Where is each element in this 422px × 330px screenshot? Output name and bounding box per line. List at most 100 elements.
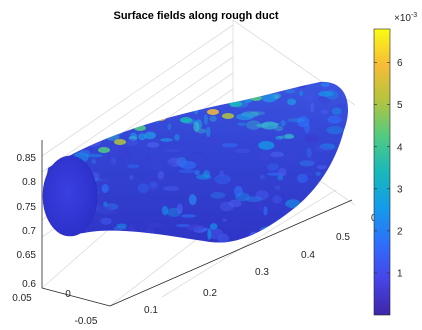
- surface-patch: [91, 158, 97, 165]
- surface-patch: [304, 171, 313, 177]
- surface-patch: [51, 113, 63, 122]
- surface-patch: [319, 201, 326, 207]
- surface-patch: [122, 117, 137, 122]
- surface-patch: [331, 223, 342, 227]
- surface-patch: [237, 122, 247, 126]
- surface-patch: [148, 181, 159, 191]
- surface-patch: [157, 170, 165, 180]
- surface-patch: [311, 231, 321, 242]
- surface-patch: [323, 233, 329, 243]
- colorbar-ticks: 1 2 3 4 5 6: [374, 58, 403, 279]
- surface-patch: [320, 109, 329, 115]
- z-tick-label: 0.6: [22, 279, 36, 290]
- surface-patch: [267, 163, 279, 171]
- surface-patch: [156, 81, 175, 85]
- x-tick-label: 0.5: [336, 232, 350, 243]
- surface-patch: [85, 153, 103, 158]
- surface-patch: [284, 133, 294, 139]
- z-tick-label: 0.75: [17, 202, 37, 213]
- surface-patch: [113, 226, 127, 231]
- z-axis: 0.6 0.65 0.7 0.75 0.8 0.85: [17, 153, 37, 290]
- surface-patch: [319, 143, 336, 150]
- surface-patch: [236, 113, 254, 121]
- surface-patch: [110, 156, 117, 165]
- colorbar-gradient: [373, 28, 391, 316]
- chart-title: Surface fields along rough duct: [113, 10, 278, 22]
- surface-patch: [310, 102, 315, 113]
- x-tick-label: 0.1: [144, 305, 158, 316]
- surface-patch: [284, 89, 296, 94]
- colorbar-exponent-power: -3: [411, 12, 417, 19]
- surface-patch: [193, 151, 205, 155]
- surface-patch: [203, 114, 208, 125]
- surface-patch: [195, 128, 207, 134]
- surface-patch: [149, 173, 158, 183]
- surface-patch: [277, 135, 295, 139]
- surface-patch: [144, 131, 157, 140]
- colorbar-tick-label: 4: [397, 142, 403, 153]
- surface-patch: [99, 193, 104, 203]
- surface-patch: [119, 157, 124, 162]
- surface-patch: [307, 195, 321, 201]
- surface-patch: [178, 169, 196, 174]
- duct-surface: [42, 81, 349, 243]
- surface-patch: [193, 121, 200, 132]
- colorbar-tick-label: 1: [397, 268, 403, 279]
- surface-hotspot: [194, 102, 206, 108]
- surface-patch: [109, 146, 127, 155]
- surface-patch: [228, 199, 242, 208]
- surface-patch: [341, 210, 349, 215]
- surface-patch: [137, 183, 149, 194]
- surface-patch: [76, 97, 81, 107]
- surface-patch: [284, 153, 297, 162]
- colorbar-tick-label: 3: [397, 184, 403, 195]
- surface-hotspot: [154, 115, 166, 121]
- surface-hotspot: [114, 139, 126, 145]
- surface-patch: [297, 173, 308, 184]
- surface-patch: [67, 124, 83, 133]
- surface-patch: [228, 222, 238, 226]
- surface-patch: [194, 170, 200, 175]
- surface-patch: [72, 84, 88, 95]
- surface-patch: [102, 94, 113, 104]
- surface-patch: [128, 224, 136, 235]
- surface-patch: [203, 136, 220, 144]
- surface-patch: [79, 149, 91, 156]
- surface-patch: [116, 223, 127, 229]
- surface-patch: [334, 103, 347, 109]
- surface-patch: [234, 148, 251, 154]
- surface-patch: [100, 88, 116, 97]
- surface-patch: [258, 149, 272, 161]
- surface-patch: [336, 225, 344, 230]
- surface-patch: [261, 121, 278, 130]
- surface-patch: [315, 171, 321, 176]
- surface-patch: [277, 167, 287, 177]
- surface-patch: [49, 81, 56, 86]
- surface-patch: [206, 126, 211, 138]
- surface-patch: [259, 174, 265, 180]
- surface-patch: [125, 233, 132, 237]
- y-axis: 0.05 0 -0.05: [12, 289, 98, 327]
- surface-patch: [327, 115, 342, 124]
- surface-patch: [269, 151, 285, 158]
- surface-patch: [299, 90, 304, 97]
- surface-patch: [255, 190, 269, 201]
- surface-patch: [326, 125, 343, 135]
- surface-patch: [232, 92, 242, 97]
- colorbar-exponent: ×10-3: [394, 12, 417, 24]
- surface-patch: [164, 149, 181, 153]
- surface-patch: [46, 127, 55, 137]
- surface-patch: [261, 93, 277, 103]
- x-tick-label: 0.3: [255, 267, 269, 278]
- surface-patch: [259, 226, 277, 234]
- axis-lines: [41, 140, 353, 307]
- surface-hotspot: [222, 113, 234, 119]
- surface-hotspot: [134, 125, 146, 131]
- surface-patch: [101, 184, 109, 193]
- surface-patch: [200, 239, 205, 243]
- surface-patch: [209, 115, 217, 122]
- surface-patch: [178, 105, 189, 112]
- surface-patch: [304, 122, 310, 133]
- surface-patch: [127, 164, 140, 169]
- z-tick-label: 0.65: [17, 250, 37, 261]
